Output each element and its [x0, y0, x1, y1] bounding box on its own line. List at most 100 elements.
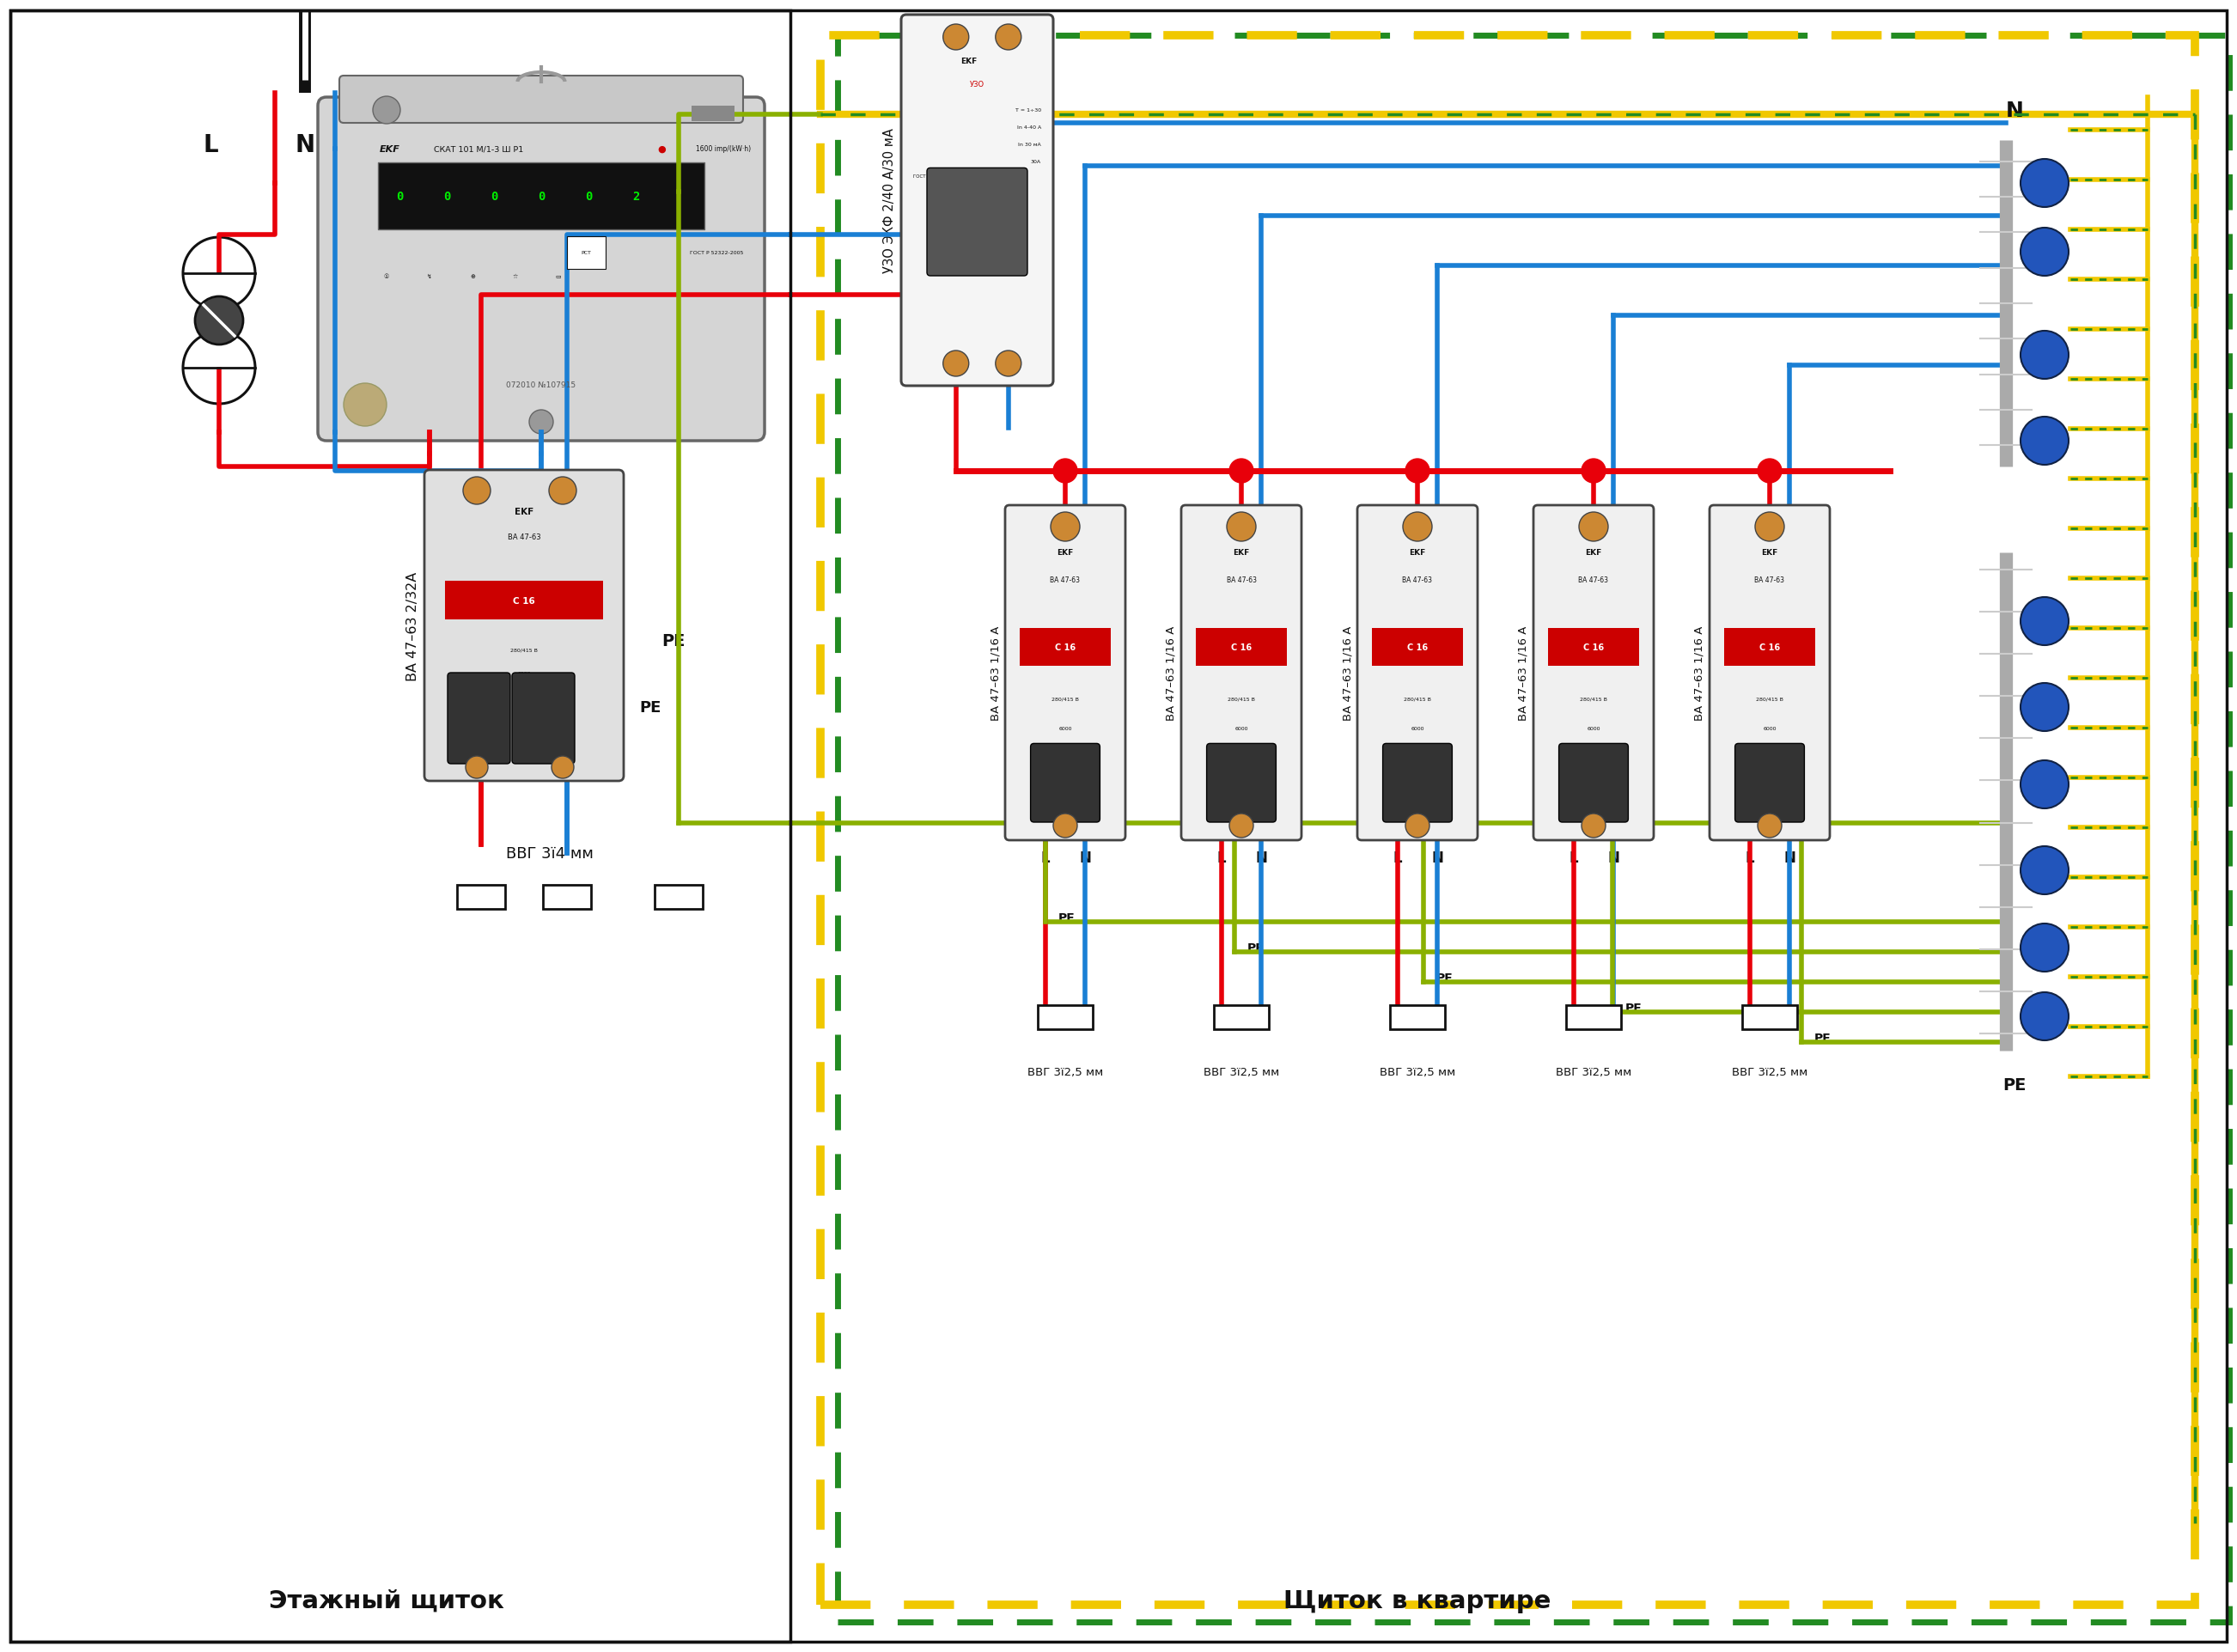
Circle shape [2020, 846, 2069, 895]
Text: 280/415 В: 280/415 В [1405, 697, 1432, 702]
FancyBboxPatch shape [512, 672, 575, 765]
Text: ●: ● [658, 145, 667, 154]
Bar [456, 885, 506, 909]
Circle shape [1230, 814, 1253, 838]
Text: EKF: EKF [960, 58, 978, 66]
Bar [1548, 629, 1640, 667]
Text: С 16: С 16 [1584, 644, 1604, 653]
Bar [544, 885, 591, 909]
Circle shape [374, 97, 400, 124]
Bar [1197, 629, 1286, 667]
Text: ГОСТ Р 51326-99: ГОСТ Р 51326-99 [913, 175, 955, 178]
Text: ☆: ☆ [512, 274, 519, 279]
Text: УЗО: УЗО [971, 81, 984, 89]
Circle shape [548, 477, 577, 506]
Bar [566, 236, 606, 269]
Bar [1725, 629, 1814, 667]
Circle shape [1051, 512, 1080, 542]
Bar [821, 36, 2194, 1604]
Circle shape [2020, 598, 2069, 646]
Text: 0: 0 [584, 192, 593, 203]
FancyBboxPatch shape [447, 672, 510, 765]
Text: ВА 47-63: ВА 47-63 [1579, 577, 1608, 585]
Text: L: L [1040, 851, 1049, 866]
Circle shape [1054, 459, 1078, 484]
FancyBboxPatch shape [1031, 743, 1101, 823]
Text: С 16: С 16 [1056, 644, 1076, 653]
Bar [1389, 1006, 1445, 1029]
FancyBboxPatch shape [926, 169, 1027, 276]
Text: PE: PE [2002, 1077, 2027, 1094]
Circle shape [944, 25, 969, 51]
Bar [1215, 1006, 1268, 1029]
Text: N: N [1255, 851, 1268, 866]
Text: PE: PE [1058, 912, 1076, 923]
Text: PE: PE [640, 700, 662, 715]
Text: 280/415 В: 280/415 В [1051, 697, 1078, 702]
Text: РСТ: РСТ [582, 251, 591, 256]
Bar [1020, 629, 1112, 667]
FancyBboxPatch shape [1382, 743, 1452, 823]
Circle shape [1405, 459, 1429, 484]
Circle shape [1758, 814, 1781, 838]
Circle shape [2020, 332, 2069, 380]
Text: ВА 47–63 1/16 А: ВА 47–63 1/16 А [1342, 626, 1353, 720]
Circle shape [2020, 993, 2069, 1041]
Text: N: N [1080, 851, 1092, 866]
Circle shape [995, 352, 1022, 377]
Text: ВА 47–63 2/32А: ВА 47–63 2/32А [407, 572, 418, 681]
Text: ГОСТ Р 52322-2005: ГОСТ Р 52322-2005 [689, 251, 743, 256]
Text: ВА 47–63 1/16 А: ВА 47–63 1/16 А [989, 626, 1000, 720]
Text: N: N [2007, 101, 2024, 121]
FancyBboxPatch shape [1559, 743, 1629, 823]
Text: 0: 0 [396, 192, 403, 203]
Text: 220V 5(60)A 50Hz: 220V 5(60)A 50Hz [380, 167, 441, 175]
Text: 2: 2 [633, 192, 640, 203]
Text: ①: ① [385, 274, 389, 279]
Circle shape [1403, 512, 1432, 542]
Text: 280/415 В: 280/415 В [510, 648, 537, 653]
Text: С 16: С 16 [1230, 644, 1253, 653]
Text: 280/415 В: 280/415 В [1228, 697, 1255, 702]
Text: PE: PE [1814, 1032, 1830, 1044]
FancyBboxPatch shape [1736, 743, 1805, 823]
Text: L: L [204, 134, 217, 157]
Text: С 16: С 16 [1758, 644, 1781, 653]
Text: ВВГ 3ї2,5 мм: ВВГ 3ї2,5 мм [1204, 1067, 1280, 1079]
Text: N: N [1783, 851, 1796, 866]
Circle shape [2020, 684, 2069, 732]
Bar [11, 12, 790, 1642]
Circle shape [465, 757, 488, 778]
FancyBboxPatch shape [425, 471, 624, 781]
Text: ▭: ▭ [555, 274, 561, 279]
Text: 280/415 В: 280/415 В [1579, 697, 1606, 702]
Text: ВА 47-63: ВА 47-63 [1754, 577, 1785, 585]
Text: 6000: 6000 [1763, 727, 1776, 730]
Circle shape [2020, 760, 2069, 809]
Text: EKF: EKF [1056, 548, 1074, 557]
Text: Щиток в квартире: Щиток в квартире [1284, 1589, 1550, 1612]
FancyBboxPatch shape [902, 15, 1054, 387]
Bar [691, 106, 734, 122]
Bar [1566, 1006, 1622, 1029]
Text: 30А: 30А [1031, 160, 1040, 165]
Text: T = 1÷30: T = 1÷30 [1016, 109, 1040, 112]
FancyBboxPatch shape [318, 97, 765, 441]
Text: L: L [1394, 851, 1403, 866]
Text: EKF: EKF [380, 145, 400, 154]
Text: ВА 47–63 1/16 А: ВА 47–63 1/16 А [1165, 626, 1177, 720]
Circle shape [995, 25, 1022, 51]
Bar [837, 36, 2230, 1622]
FancyBboxPatch shape [1206, 743, 1275, 823]
Bar [445, 582, 604, 620]
Text: L: L [1745, 851, 1754, 866]
Circle shape [553, 757, 575, 778]
Text: EKF: EKF [1586, 548, 1602, 557]
Circle shape [944, 352, 969, 377]
Text: ВВГ 3ї2,5 мм: ВВГ 3ї2,5 мм [1731, 1067, 1807, 1079]
Circle shape [1226, 512, 1255, 542]
Text: In 30 мА: In 30 мА [1018, 144, 1040, 147]
Circle shape [2020, 228, 2069, 276]
Text: EKF: EKF [515, 507, 535, 515]
Text: N: N [295, 134, 315, 157]
